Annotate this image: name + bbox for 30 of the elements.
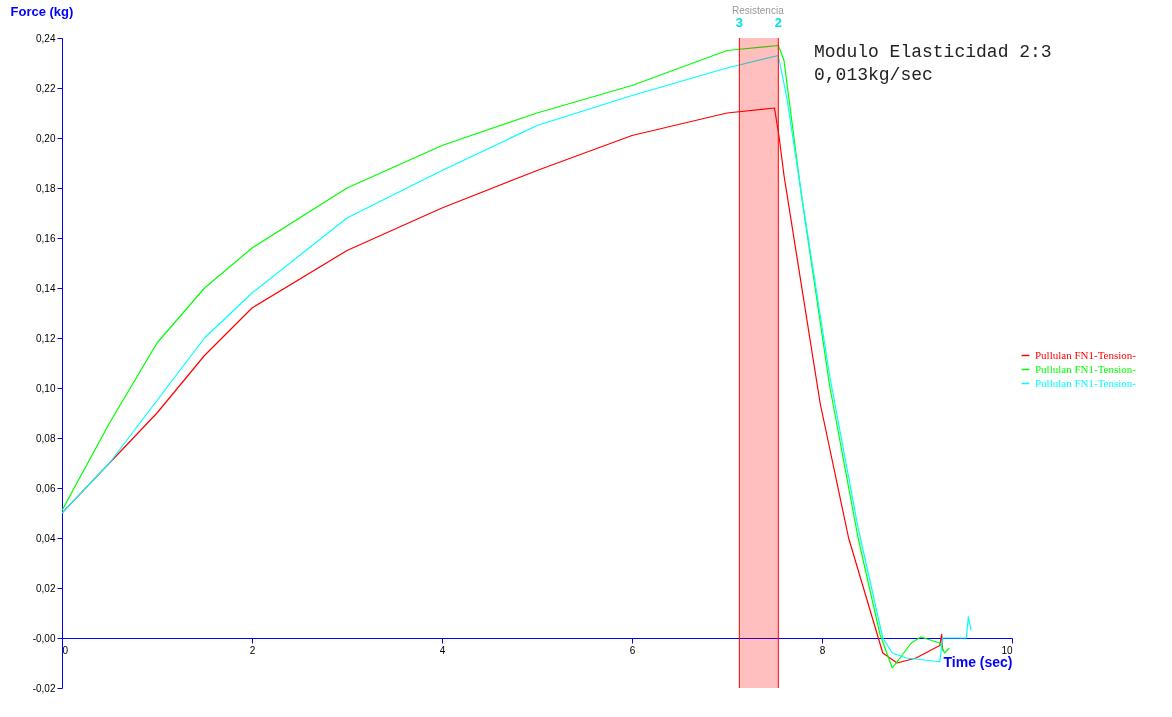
x-tick-label: 4 [439,644,446,656]
legend-label: Pullulan FN1-Tension- [1035,348,1137,361]
y-tick-label: 0,14 [36,282,56,294]
y-tick-label: 0,08 [36,432,56,444]
x-tick-label: 8 [819,644,826,656]
y-tick-label: 0,02 [36,582,56,594]
x-tick-label: 2 [249,644,256,656]
y-tick-label: 0,22 [36,82,56,94]
y-tick-label: 0,04 [36,532,56,544]
y-tick-label: 0,18 [36,182,56,194]
annotation: 0,013kg/sec [814,65,933,85]
x-tick-label: 10 [1001,644,1013,656]
y-tick-label: -0,02 [32,682,56,694]
y-axis-title: Force (kg) [10,3,74,19]
annotation: 2 [774,15,782,30]
annotation: 3 [735,15,743,30]
y-tick-label: 0,12 [36,332,56,344]
annotation: Modulo Elasticidad 2:3 [814,42,1052,62]
legend-label: Pullulan FN1-Tension- [1035,362,1137,375]
x-tick-label: 6 [629,644,636,656]
y-tick-label: 0,20 [36,132,56,144]
y-tick-label: 0,10 [36,382,56,394]
x-tick-label: 0 [62,644,69,656]
text: Resistencia [732,5,785,16]
y-tick-label: 0,06 [36,482,56,494]
y-tick-label: -0,00 [32,632,56,644]
x-axis-title: Time (sec) [943,653,1013,670]
legend-label: Pullulan FN1-Tension- [1035,376,1137,389]
y-tick-label: 0,24 [36,32,56,44]
y-tick-label: 0,16 [36,232,56,244]
